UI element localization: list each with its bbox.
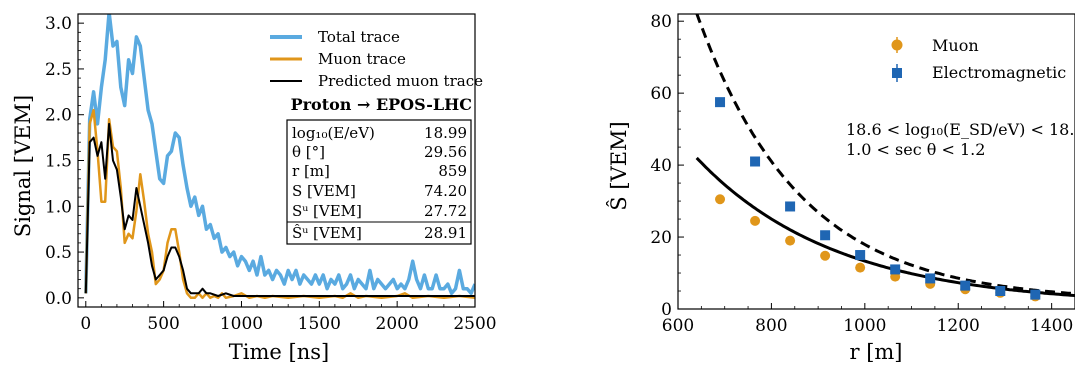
right-y-tick-label: 40 [650,156,672,176]
muon-point [715,194,726,205]
left-x-tick-label: 0 [80,314,91,334]
left-y-tick-label: 1.0 [45,197,72,217]
info-label-energy: log₁₀(E/eV) [292,124,375,142]
left-series [84,14,475,300]
info-label-smu-hat: Ŝᵘ [VEM] [292,224,362,242]
right-y-tick-label: 60 [650,84,672,104]
left-y-tick-label: 0.5 [45,243,72,263]
info-value-energy: 18.99 [424,124,467,142]
left-x-tick-label: 2000 [376,314,419,334]
right-x-tick-label: 1000 [843,316,886,336]
total-trace-line [84,14,475,296]
legend-em-marker [892,68,902,78]
zenith-bin-annotation: 1.0 < sec θ < 1.2 [846,140,985,159]
em-point [715,97,726,108]
right-y-tick-label: 0 [661,300,672,320]
legend-label-electromagnetic: Electromagnetic [932,63,1066,82]
left-x-tick-label: 500 [147,314,179,334]
info-label-r: r [m] [292,162,330,180]
em-fit-curve [695,14,1075,296]
right-legend: Muon Electromagnetic [891,36,1066,82]
left-plot-frame [77,13,476,308]
left-legend: Total trace Muon trace Predicted muon tr… [270,28,483,90]
muon-point [820,250,831,261]
left-x-axis-label: Time [ns] [229,340,329,364]
muon-point [855,262,866,273]
em-point [925,273,936,284]
left-y-tick-label: 2.0 [45,106,72,126]
legend-label-muon-points: Muon [932,36,979,55]
em-point [785,201,796,212]
left-y-tick-label: 1.5 [45,152,72,172]
em-point [995,286,1006,297]
right-x-tick-label: 1200 [937,316,980,336]
info-label-smu: Sᵘ [VEM] [292,202,362,220]
muon-point [785,235,796,246]
right-plot-frame [677,13,1075,310]
left-y-axis-label: Signal [VEM] [11,95,35,237]
right-y-axis-label: Ŝ [VEM] [606,121,631,210]
right-x-axis-label: r [m] [849,340,902,364]
right-chart: 600 800 1000 1200 1400 0 20 40 60 80 r [m] Ŝ [VEM… [606,12,1075,364]
muon-fit-curve [695,156,1075,297]
info-value-r: 859 [438,162,467,180]
legend-label-predicted: Predicted muon trace [318,72,483,90]
em-point [820,230,831,241]
left-x-tick-label: 1000 [220,314,263,334]
event-info-table-frame [286,119,472,245]
em-point [960,280,971,291]
event-info: Proton → EPOS-LHC log₁₀(E/eV) 18.99 θ [°… [286,95,472,245]
right-ticks: 600 800 1000 1200 1400 0 20 40 60 80 [650,12,1075,336]
em-point [1030,289,1041,300]
em-point [855,250,866,261]
right-y-tick-label: 80 [650,12,672,32]
energy-bin-annotation: 18.6 < log₁₀(E_SD/eV) < 18.7 [846,120,1075,139]
muon-point [750,215,761,226]
right-x-tick-label: 800 [755,316,787,336]
info-value-s: 74.20 [424,182,467,200]
info-label-s: S [VEM] [292,182,356,200]
info-value-smu: 27.72 [424,202,467,220]
em-point [890,264,901,275]
left-y-tick-label: 2.5 [45,60,72,80]
left-x-tick-label: 1500 [298,314,341,334]
event-info-title: Proton → EPOS-LHC [291,95,472,114]
em-point [750,156,761,167]
info-value-theta: 29.56 [424,143,467,161]
right-x-tick-label: 600 [662,316,694,336]
legend-label-total: Total trace [318,28,400,46]
legend-label-muon: Muon trace [318,50,406,68]
right-y-tick-label: 20 [650,228,672,248]
left-x-tick-label: 2500 [453,314,496,334]
left-chart: 0 500 1000 1500 2000 2500 0.0 0.5 1.0 1.5 2.0 2.5 3.… [11,13,497,364]
info-value-smu-hat: 28.91 [424,224,467,242]
left-ticks: 0 500 1000 1500 2000 2500 0.0 0.5 1.0 1.5 2.0 2.5 3.… [45,14,497,334]
left-y-tick-label: 0.0 [45,289,72,309]
right-series [695,14,1075,302]
right-x-tick-label: 1400 [1030,316,1073,336]
legend-muon-marker [891,39,903,51]
predicted-muon-trace-line [84,122,475,297]
left-y-tick-label: 3.0 [45,14,72,34]
info-label-theta: θ [°] [292,143,325,161]
